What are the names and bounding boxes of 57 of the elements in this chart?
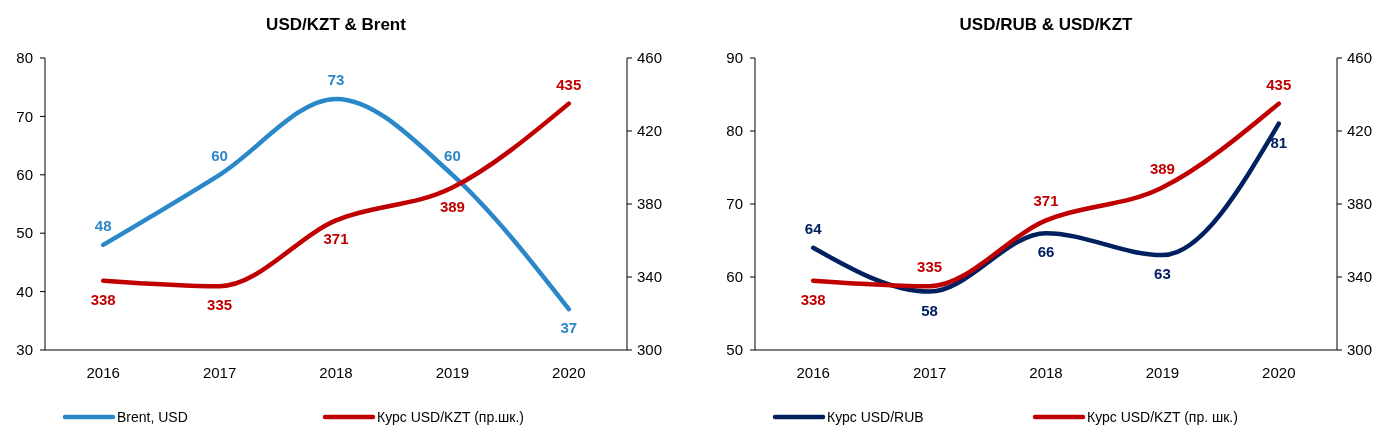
data-label: 338	[90, 290, 116, 308]
data-label: 73	[327, 70, 345, 88]
y2-tick-label: 300	[637, 341, 663, 359]
legend-label: Курс USD/KZT (пр. шк.)	[1087, 409, 1238, 425]
y-tick-label: 60	[16, 166, 33, 184]
data-label: 338	[800, 290, 826, 308]
y-tick-label: 70	[726, 195, 743, 213]
y-tick-label: 70	[16, 107, 33, 125]
y2-tick-label: 380	[637, 195, 663, 213]
y2-tick-label: 420	[1347, 122, 1373, 140]
data-label: 389	[439, 197, 465, 215]
y-tick-label: 80	[16, 49, 33, 67]
y-tick-label: 30	[16, 341, 33, 359]
data-label: 371	[1033, 192, 1059, 210]
data-label: 48	[94, 216, 112, 234]
y2-tick-label: 340	[637, 268, 663, 286]
x-tick-label: 2017	[202, 364, 237, 381]
data-label: 389	[1149, 159, 1175, 177]
chart-title: USD/KZT & Brent	[266, 15, 407, 34]
y2-tick-label: 420	[637, 122, 663, 140]
y2-tick-label: 380	[1347, 195, 1373, 213]
y-tick-label: 50	[16, 224, 33, 242]
x-tick-label: 2016	[796, 364, 830, 381]
legend-label: Курс USD/RUB	[827, 409, 924, 425]
y2-tick-label: 300	[1347, 341, 1373, 359]
x-tick-label: 2019	[435, 364, 470, 381]
data-label: 335	[207, 296, 233, 314]
y-tick-label: 60	[726, 268, 743, 286]
data-label: 60	[211, 146, 228, 164]
data-label: 81	[1270, 133, 1288, 151]
y2-tick-label: 460	[637, 49, 663, 67]
y2-tick-label: 340	[1347, 268, 1373, 286]
data-label: 335	[917, 258, 943, 276]
legend-label: Brent, USD	[117, 409, 188, 425]
data-label: 66	[1037, 243, 1055, 261]
y-tick-label: 80	[726, 122, 743, 140]
y-tick-label: 40	[16, 282, 33, 300]
data-label: 371	[323, 230, 349, 248]
x-tick-label: 2016	[86, 364, 120, 381]
x-tick-label: 2018	[319, 364, 353, 381]
y-tick-label: 50	[726, 341, 743, 359]
x-tick-label: 2017	[912, 364, 947, 381]
data-label: 60	[444, 146, 461, 164]
x-tick-label: 2019	[1145, 364, 1180, 381]
x-tick-label: 2020	[1262, 364, 1296, 381]
data-label: 58	[921, 301, 938, 319]
y-tick-label: 90	[726, 49, 743, 67]
legend-label: Курс USD/KZT (пр.шк.)	[377, 409, 525, 425]
x-tick-label: 2018	[1029, 364, 1063, 381]
data-label: 37	[560, 319, 578, 337]
data-label: 64	[804, 219, 823, 237]
x-tick-label: 2020	[552, 364, 586, 381]
data-label: 435	[1266, 75, 1292, 93]
y2-tick-label: 460	[1347, 49, 1373, 67]
chart-title: USD/RUB & USD/KZT	[959, 15, 1134, 34]
data-label: 435	[556, 75, 582, 93]
data-label: 63	[1154, 265, 1171, 283]
